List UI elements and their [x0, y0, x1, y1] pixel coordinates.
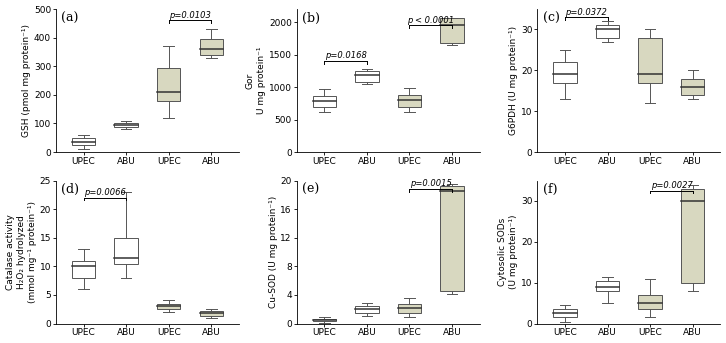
Bar — [157, 68, 181, 101]
Text: p < 0.0001: p < 0.0001 — [407, 15, 454, 25]
Bar — [200, 311, 223, 316]
Bar — [157, 304, 181, 309]
Bar — [398, 95, 421, 107]
Bar — [200, 39, 223, 55]
Text: p=0.0168: p=0.0168 — [325, 51, 367, 60]
Bar — [596, 25, 619, 38]
Text: p=0.0372: p=0.0372 — [566, 8, 607, 16]
Text: p=0.0015: p=0.0015 — [409, 179, 452, 188]
Text: (f): (f) — [543, 184, 558, 197]
Bar — [553, 309, 576, 318]
Bar — [681, 79, 704, 95]
Bar — [638, 38, 662, 83]
Text: (a): (a) — [62, 12, 78, 25]
Y-axis label: Cytosolic SODs
(U mg protein⁻¹): Cytosolic SODs (U mg protein⁻¹) — [498, 215, 518, 289]
Bar — [115, 238, 138, 263]
Y-axis label: Gor
U mg protein⁻¹: Gor U mg protein⁻¹ — [246, 47, 266, 114]
Bar — [355, 71, 378, 82]
Bar — [681, 189, 704, 283]
Text: (e): (e) — [302, 184, 319, 197]
Y-axis label: Cu-SOD (U mg protein⁻¹): Cu-SOD (U mg protein⁻¹) — [269, 196, 277, 308]
Bar — [355, 306, 378, 313]
Text: (c): (c) — [543, 12, 560, 25]
Y-axis label: GSH (pmol mg protein⁻¹): GSH (pmol mg protein⁻¹) — [22, 24, 31, 137]
Y-axis label: Catalase activity
H₂O₂ hydrolyzed
(mmol mg⁻¹ protein⁻¹): Catalase activity H₂O₂ hydrolyzed (mmol … — [6, 201, 37, 303]
Text: p=0.0066: p=0.0066 — [84, 188, 126, 197]
Bar — [441, 18, 464, 43]
Bar — [313, 95, 336, 107]
Bar — [72, 138, 95, 145]
Text: p=0.0027: p=0.0027 — [650, 181, 693, 190]
Bar — [115, 122, 138, 127]
Bar — [72, 261, 95, 278]
Bar — [553, 62, 576, 83]
Text: (d): (d) — [62, 184, 79, 197]
Bar — [398, 304, 421, 313]
Text: (b): (b) — [302, 12, 320, 25]
Bar — [313, 319, 336, 321]
Bar — [596, 281, 619, 291]
Bar — [441, 186, 464, 292]
Y-axis label: G6PDH (U mg protein⁻¹): G6PDH (U mg protein⁻¹) — [509, 26, 518, 135]
Bar — [638, 295, 662, 309]
Text: p=0.0103: p=0.0103 — [169, 11, 211, 20]
